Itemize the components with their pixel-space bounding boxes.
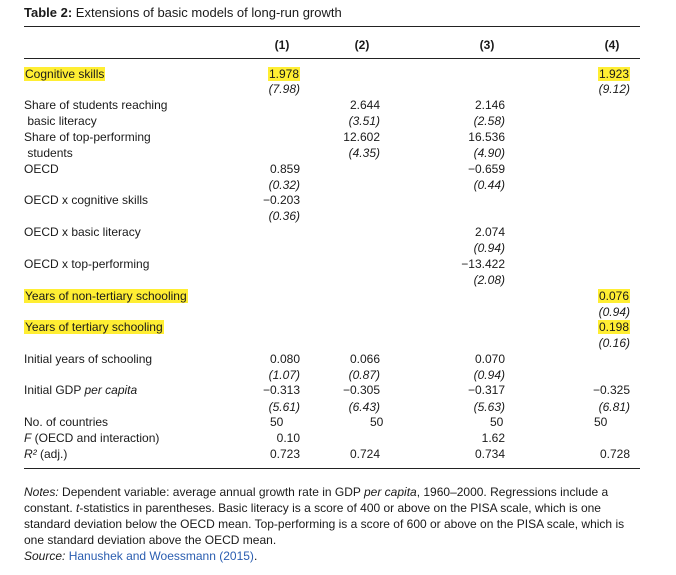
cell-tertiary-c4: 0.198 [597,320,630,334]
cell-initgdp-c3-se: (5.63) [473,400,505,414]
top-rule [24,26,640,27]
cell-ftest-c3: 1.62 [481,431,505,445]
cell-top-c3-se: (4.90) [473,146,505,160]
row-label-f-test: F (OECD and interaction) [24,431,160,445]
bottom-rule [24,468,640,469]
row-label-top-performing-2: students [27,146,73,160]
row-label-initial-gdp: Initial GDP per capita [24,383,138,397]
cell-r2-c2: 0.724 [349,447,380,461]
cell-r2-c3: 0.734 [474,447,505,461]
table-caption: Extensions of basic models of long-run g… [75,5,342,20]
cell-oecd-c1-se: (0.32) [268,178,300,192]
row-label-cognitive-skills: Cognitive skills [24,67,106,81]
cell-top-c2: 12.602 [343,130,380,144]
column-header-1: (1) [274,38,290,52]
cell-initschool-c1-se: (1.07) [268,368,300,382]
column-header-4: (4) [604,38,620,52]
source-label: Source: [24,549,66,563]
cell-countries-c1: 50 [270,415,284,429]
row-label-oecd: OECD [24,162,59,176]
table-notes: Notes: Dependent variable: average annua… [24,485,625,563]
header-rule [24,58,640,59]
cell-basic-c3: 2.146 [474,98,505,112]
cell-initschool-c1: 0.080 [269,352,300,366]
cell-nontertiary-c4: 0.076 [597,289,630,303]
cell-initgdp-c3: −0.317 [467,383,505,397]
cell-initschool-c3-se: (0.94) [473,368,505,382]
row-label-tertiary: Years of tertiary schooling [24,320,164,334]
cell-oecd-cog-c1: −0.203 [262,193,300,207]
row-label-basic-literacy-2: basic literacy [27,114,97,128]
cell-cognitive-c1: 1.978 [267,67,300,81]
cell-initgdp-c4: −0.325 [592,383,630,397]
row-label-basic-literacy-1: Share of students reaching [24,98,168,112]
cell-countries-c3: 50 [490,415,504,429]
row-label-oecd-basic: OECD x basic literacy [24,225,141,239]
cell-cognitive-c4-se: (9.12) [598,82,630,96]
cell-oecd-c1: 0.859 [269,162,300,176]
cell-oecd-c3: −0.659 [467,162,505,176]
source-link[interactable]: Hanushek and Woessmann (2015) [68,549,254,563]
cell-basic-c3-se: (2.58) [473,114,505,128]
cell-basic-c2-se: (3.51) [348,114,380,128]
column-header-2: (2) [354,38,370,52]
row-label-oecd-top: OECD x top-performing [24,257,150,271]
cell-initschool-c3: 0.070 [474,352,505,366]
cell-cognitive-c4: 1.923 [597,67,630,81]
cell-ftest-c1: 0.10 [276,431,300,445]
column-header-3: (3) [479,38,495,52]
cell-top-c2-se: (4.35) [348,146,380,160]
cell-initgdp-c2: −0.305 [342,383,380,397]
cell-oecd-top-c3-se: (2.08) [473,273,505,287]
cell-oecd-cog-c1-se: (0.36) [268,209,300,223]
row-label-top-performing-1: Share of top-performing [24,130,151,144]
table-number: Table 2: [24,5,73,20]
row-label-non-tertiary: Years of non-tertiary schooling [24,289,188,303]
cell-oecd-c3-se: (0.44) [473,178,505,192]
cell-countries-c4: 50 [594,415,608,429]
cell-initgdp-c2-se: (6.43) [348,400,380,414]
cell-initgdp-c4-se: (6.81) [598,400,630,414]
cell-nontertiary-c4-se: (0.94) [598,305,630,319]
cell-oecd-basic-c3-se: (0.94) [473,241,505,255]
cell-initgdp-c1: −0.313 [262,383,300,397]
cell-basic-c2: 2.644 [349,98,380,112]
row-label-initial-schooling: Initial years of schooling [24,352,153,366]
cell-initgdp-c1-se: (5.61) [268,400,300,414]
row-label-countries: No. of countries [24,415,109,429]
row-label-r-squared: R² (adj.) [24,447,68,461]
cell-top-c3: 16.536 [468,130,505,144]
table-title: Table 2: Extensions of basic models of l… [24,5,342,20]
cell-initschool-c2-se: (0.87) [348,368,380,382]
cell-tertiary-c4-se: (0.16) [598,336,630,350]
row-label-oecd-cognitive: OECD x cognitive skills [24,193,149,207]
cell-initschool-c2: 0.066 [349,352,380,366]
cell-r2-c4: 0.728 [599,447,630,461]
cell-oecd-top-c3: −13.422 [461,257,505,271]
cell-cognitive-c1-se: (7.98) [268,82,300,96]
cell-r2-c1: 0.723 [269,447,300,461]
cell-oecd-basic-c3: 2.074 [474,225,505,239]
cell-countries-c2: 50 [370,415,384,429]
